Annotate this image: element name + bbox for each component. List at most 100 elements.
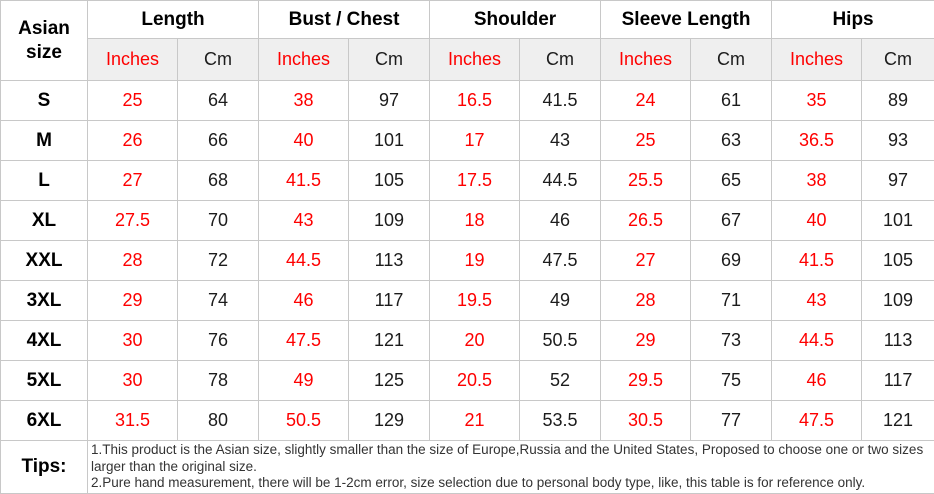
cell-m-sleeve-length-cm: 63 [691, 121, 772, 161]
cell-l-length-cm: 68 [178, 161, 259, 201]
tips-row: Tips: 1.This product is the Asian size, … [1, 441, 934, 494]
cell-3xl-length-cm: 74 [178, 281, 259, 321]
header-bust-chest-inches: Inches [259, 39, 349, 81]
cell-xxl-bust-chest-inches: 44.5 [259, 241, 349, 281]
cell-xxl-shoulder-inches: 19 [430, 241, 520, 281]
cell-s-length-inches: 25 [88, 81, 178, 121]
header-hips-cm: Cm [862, 39, 934, 81]
cell-6xl-shoulder-inches: 21 [430, 401, 520, 441]
tips-note-2: 2.Pure hand measurement, there will be 1… [91, 475, 932, 491]
row-size-label: S [1, 81, 88, 121]
cell-xxl-length-cm: 72 [178, 241, 259, 281]
cell-4xl-hips-inches: 44.5 [772, 321, 862, 361]
cell-4xl-sleeve-length-inches: 29 [601, 321, 691, 361]
cell-l-bust-chest-inches: 41.5 [259, 161, 349, 201]
cell-4xl-sleeve-length-cm: 73 [691, 321, 772, 361]
cell-xxl-length-inches: 28 [88, 241, 178, 281]
cell-6xl-hips-cm: 121 [862, 401, 934, 441]
cell-l-hips-cm: 97 [862, 161, 934, 201]
cell-m-hips-inches: 36.5 [772, 121, 862, 161]
cell-3xl-sleeve-length-inches: 28 [601, 281, 691, 321]
cell-xxl-shoulder-cm: 47.5 [520, 241, 601, 281]
cell-6xl-length-cm: 80 [178, 401, 259, 441]
cell-m-shoulder-cm: 43 [520, 121, 601, 161]
table-header: Asian size Length Bust / Chest Shoulder … [1, 1, 934, 81]
cell-5xl-hips-cm: 117 [862, 361, 934, 401]
cell-6xl-hips-inches: 47.5 [772, 401, 862, 441]
cell-s-shoulder-cm: 41.5 [520, 81, 601, 121]
cell-xl-sleeve-length-cm: 67 [691, 201, 772, 241]
header-bust-chest-cm: Cm [349, 39, 430, 81]
cell-s-shoulder-inches: 16.5 [430, 81, 520, 121]
cell-l-sleeve-length-inches: 25.5 [601, 161, 691, 201]
header-sleeve-length-inches: Inches [601, 39, 691, 81]
cell-xl-sleeve-length-inches: 26.5 [601, 201, 691, 241]
row-size-label: XL [1, 201, 88, 241]
cell-l-length-inches: 27 [88, 161, 178, 201]
cell-3xl-length-inches: 29 [88, 281, 178, 321]
cell-5xl-hips-inches: 46 [772, 361, 862, 401]
cell-l-bust-chest-cm: 105 [349, 161, 430, 201]
header-shoulder-cm: Cm [520, 39, 601, 81]
row-size-label: 5XL [1, 361, 88, 401]
cell-6xl-sleeve-length-inches: 30.5 [601, 401, 691, 441]
row-size-label: 3XL [1, 281, 88, 321]
row-size-label: 4XL [1, 321, 88, 361]
header-length-inches: Inches [88, 39, 178, 81]
cell-m-bust-chest-cm: 101 [349, 121, 430, 161]
cell-5xl-length-inches: 30 [88, 361, 178, 401]
cell-l-shoulder-inches: 17.5 [430, 161, 520, 201]
cell-s-sleeve-length-inches: 24 [601, 81, 691, 121]
header-bust-chest: Bust / Chest [259, 1, 430, 39]
cell-4xl-bust-chest-cm: 121 [349, 321, 430, 361]
cell-3xl-hips-inches: 43 [772, 281, 862, 321]
row-size-label: XXL [1, 241, 88, 281]
cell-6xl-sleeve-length-cm: 77 [691, 401, 772, 441]
tips-note-1: 1.This product is the Asian size, slight… [91, 442, 932, 475]
cell-4xl-shoulder-cm: 50.5 [520, 321, 601, 361]
header-length: Length [88, 1, 259, 39]
header-shoulder-inches: Inches [430, 39, 520, 81]
cell-4xl-length-inches: 30 [88, 321, 178, 361]
cell-m-bust-chest-inches: 40 [259, 121, 349, 161]
header-sleeve-length: Sleeve Length [601, 1, 772, 39]
cell-xxl-hips-inches: 41.5 [772, 241, 862, 281]
table-footer: Tips: 1.This product is the Asian size, … [1, 441, 934, 494]
cell-3xl-bust-chest-cm: 117 [349, 281, 430, 321]
cell-xl-hips-cm: 101 [862, 201, 934, 241]
cell-6xl-shoulder-cm: 53.5 [520, 401, 601, 441]
cell-3xl-hips-cm: 109 [862, 281, 934, 321]
cell-xl-shoulder-cm: 46 [520, 201, 601, 241]
cell-6xl-length-inches: 31.5 [88, 401, 178, 441]
cell-5xl-bust-chest-cm: 125 [349, 361, 430, 401]
cell-4xl-length-cm: 76 [178, 321, 259, 361]
cell-s-length-cm: 64 [178, 81, 259, 121]
cell-xxl-sleeve-length-cm: 69 [691, 241, 772, 281]
cell-s-bust-chest-inches: 38 [259, 81, 349, 121]
cell-3xl-shoulder-inches: 19.5 [430, 281, 520, 321]
cell-s-hips-inches: 35 [772, 81, 862, 121]
cell-m-length-inches: 26 [88, 121, 178, 161]
cell-xl-length-cm: 70 [178, 201, 259, 241]
cell-5xl-shoulder-inches: 20.5 [430, 361, 520, 401]
cell-m-shoulder-inches: 17 [430, 121, 520, 161]
corner-header-asian-size: Asian size [1, 1, 88, 81]
cell-xxl-sleeve-length-inches: 27 [601, 241, 691, 281]
cell-4xl-bust-chest-inches: 47.5 [259, 321, 349, 361]
cell-3xl-sleeve-length-cm: 71 [691, 281, 772, 321]
measure-header-row: Asian size Length Bust / Chest Shoulder … [1, 1, 934, 39]
cell-m-length-cm: 66 [178, 121, 259, 161]
cell-3xl-bust-chest-inches: 46 [259, 281, 349, 321]
row-size-label: M [1, 121, 88, 161]
cell-5xl-sleeve-length-inches: 29.5 [601, 361, 691, 401]
cell-5xl-length-cm: 78 [178, 361, 259, 401]
cell-4xl-hips-cm: 113 [862, 321, 934, 361]
